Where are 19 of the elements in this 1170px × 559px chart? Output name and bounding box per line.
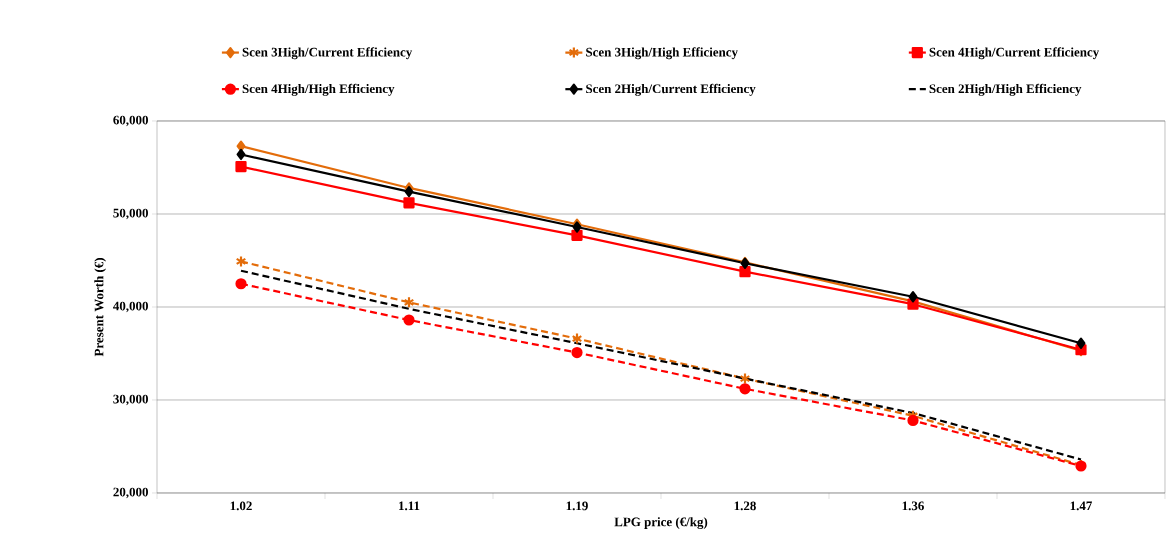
legend-label: Scen 4High/High Efficiency [242, 83, 395, 96]
legend-label: Scen 3High/High Efficiency [586, 47, 738, 60]
x-tick-label: 1.47 [1070, 501, 1092, 511]
x-tick-label: 1.36 [902, 501, 924, 511]
x-axis-title: LPG price (€/kg) [614, 517, 708, 529]
legend-label: Scen 2High/High Efficiency [929, 83, 1082, 96]
x-tick-label: 1.28 [734, 501, 756, 511]
y-tick-label: 40,000 [113, 301, 148, 313]
legend-label: Scen 3High/Current Efficiency [242, 47, 413, 60]
legend-label: Scen 4High/Current Efficiency [929, 47, 1100, 60]
y-tick-label: 20,000 [113, 487, 148, 499]
x-tick-label: 1.11 [399, 501, 420, 511]
y-tick-label: 50,000 [113, 208, 148, 220]
y-axis-title: Present Worth (€) [94, 258, 107, 357]
y-tick-label: 30,000 [113, 394, 148, 406]
x-tick-label: 1.02 [230, 501, 252, 511]
legend-label: Scen 2High/Current Efficiency [586, 83, 756, 96]
y-tick-label: 60,000 [113, 115, 148, 127]
x-tick-label: 1.19 [566, 501, 588, 511]
